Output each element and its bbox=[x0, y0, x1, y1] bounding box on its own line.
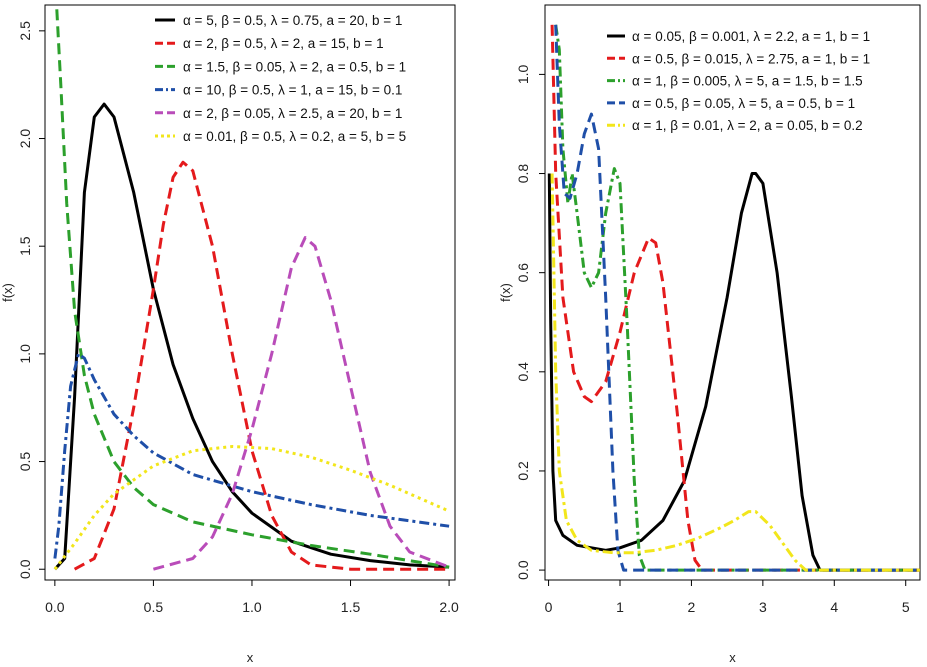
legend-entry: α = 0.5, β = 0.05, λ = 5, a = 0.5, b = 1 bbox=[632, 96, 855, 111]
legend-entry: α = 0.5, β = 0.015, λ = 2.75, a = 1, b =… bbox=[632, 51, 870, 66]
legend-entry: α = 0.01, β = 0.5, λ = 0.2, a = 5, b = 5 bbox=[183, 129, 406, 144]
x-tick-label: 0 bbox=[545, 599, 553, 615]
x-tick-label: 1 bbox=[616, 599, 624, 615]
y-tick-label: 0.2 bbox=[515, 461, 531, 481]
series-line-1 bbox=[547, 172, 920, 572]
y-tick-label: 0.4 bbox=[515, 362, 531, 382]
series-line-3 bbox=[554, 24, 920, 572]
y-tick-label: 2.5 bbox=[17, 21, 33, 41]
x-tick-label: 0.0 bbox=[45, 599, 65, 615]
legend-entry: α = 0.05, β = 0.001, λ = 2.2, a = 1, b =… bbox=[632, 29, 870, 44]
y-axis-title: f(x) bbox=[0, 283, 15, 302]
x-axis-title: x bbox=[729, 650, 736, 665]
legend-entry: α = 10, β = 0.5, λ = 1, a = 15, b = 0.1 bbox=[183, 83, 402, 98]
y-tick-label: 0.0 bbox=[17, 559, 33, 579]
series-line-3 bbox=[55, 9, 450, 569]
y-tick-label: 1.0 bbox=[515, 64, 531, 84]
legend-entry: α = 5, β = 0.5, λ = 0.75, a = 20, b = 1 bbox=[183, 13, 402, 28]
right-chart-panel: 0.0 0.2 0.4 0.6 0.8 1.0 0 1 2 3 4 5 x f(x) α = 0.05, β… bbox=[498, 4, 921, 665]
x-tick-label: 2 bbox=[688, 599, 696, 615]
x-tick-label: 5 bbox=[902, 599, 910, 615]
y-tick-label: 2.0 bbox=[17, 129, 33, 149]
legend-entry: α = 2, β = 0.05, λ = 2.5, a = 20, b = 1 bbox=[183, 106, 402, 121]
legend-entry: α = 2, β = 0.5, λ = 2, a = 15, b = 1 bbox=[183, 36, 384, 51]
x-tick-label: 1.5 bbox=[341, 599, 361, 615]
y-tick-label: 0.5 bbox=[17, 452, 33, 472]
series-line-6 bbox=[53, 445, 450, 571]
y-axis-title: f(x) bbox=[498, 283, 513, 302]
plot-frame bbox=[44, 4, 456, 581]
series-line-4 bbox=[53, 352, 450, 559]
y-tick-label: 1.0 bbox=[17, 344, 33, 364]
series-line-1 bbox=[53, 102, 450, 571]
y-tick-label: 0.6 bbox=[515, 263, 531, 283]
legend-entry: α = 1, β = 0.01, λ = 2, a = 0.05, b = 0.… bbox=[632, 118, 863, 133]
series-line-5 bbox=[153, 236, 450, 571]
legend-entry: α = 1.5, β = 0.05, λ = 2, a = 0.5, b = 1 bbox=[183, 59, 406, 74]
x-tick-label: 0.5 bbox=[144, 599, 164, 615]
left-chart-panel: 0.0 0.5 1.0 1.5 2.0 2.5 0.0 0.5 1.0 1.5 2.0 x f(x) α … bbox=[0, 4, 459, 665]
x-tick-label: 1.0 bbox=[242, 599, 262, 615]
x-tick-label: 3 bbox=[759, 599, 767, 615]
y-tick-label: 1.5 bbox=[17, 236, 33, 256]
plot-frame bbox=[544, 4, 921, 581]
legend-entry: α = 1, β = 0.005, λ = 5, a = 1.5, b = 1.… bbox=[632, 74, 863, 89]
series-line-2 bbox=[550, 24, 920, 572]
series-line-4 bbox=[554, 24, 920, 572]
x-tick-label: 2.0 bbox=[439, 599, 459, 615]
series-line-5 bbox=[550, 173, 920, 572]
x-axis-title: x bbox=[247, 650, 254, 665]
series-line-2 bbox=[73, 160, 450, 571]
y-tick-label: 0.8 bbox=[515, 164, 531, 184]
x-tick-label: 4 bbox=[830, 599, 838, 615]
y-tick-label: 0.0 bbox=[515, 560, 531, 580]
